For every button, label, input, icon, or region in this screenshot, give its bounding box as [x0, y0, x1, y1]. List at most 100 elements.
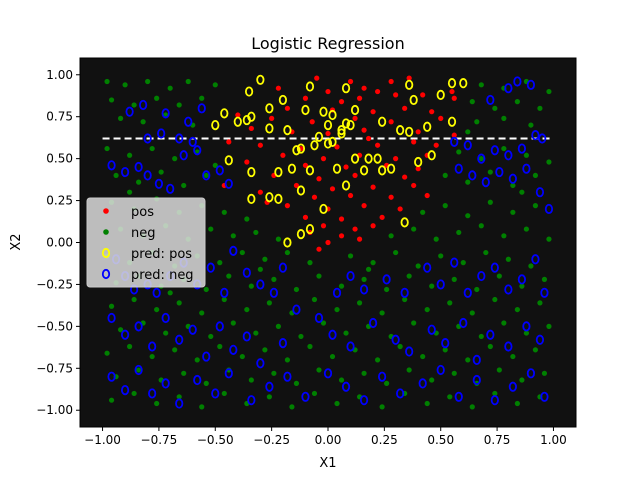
data-point: [495, 166, 504, 178]
legend: pos neg pred: pos pred: neg: [86, 197, 206, 288]
data-point: [167, 290, 173, 296]
data-point: [136, 179, 142, 185]
data-point: [523, 226, 530, 232]
data-point: [406, 273, 412, 279]
data-point: [429, 109, 435, 115]
data-point: [447, 300, 453, 306]
data-point: [316, 176, 322, 182]
data-point: [396, 125, 405, 136]
data-point: [278, 262, 288, 273]
data-point: [388, 194, 394, 200]
data-point: [540, 391, 549, 402]
data-point: [343, 164, 349, 170]
data-point: [274, 166, 283, 178]
data-point: [319, 106, 328, 117]
data-point: [247, 166, 256, 178]
data-point: [350, 153, 360, 164]
data-point: [199, 310, 205, 316]
data-point: [148, 388, 157, 399]
y-tick-label: 0.25: [46, 194, 73, 208]
data-point: [442, 172, 448, 179]
data-point: [242, 267, 251, 278]
data-point: [293, 286, 300, 293]
data-point: [519, 283, 525, 289]
data-point: [221, 209, 227, 215]
data-point: [257, 266, 263, 272]
data-point: [139, 99, 148, 111]
data-point: [442, 203, 448, 209]
data-point: [158, 169, 164, 175]
legend-entry: pred: neg: [101, 268, 194, 283]
data-point: [149, 353, 155, 360]
data-point: [522, 163, 531, 174]
y-tick-label: 0.00: [46, 236, 73, 250]
data-point: [359, 284, 369, 295]
data-point: [310, 140, 319, 151]
data-point: [397, 206, 403, 212]
data-point: [323, 368, 333, 379]
data-point: [370, 260, 376, 266]
data-point: [194, 357, 200, 363]
data-point: [329, 353, 336, 360]
data-point: [415, 129, 421, 135]
data-point: [528, 122, 534, 128]
data-point: [514, 306, 520, 313]
data-point: [382, 274, 391, 285]
data-point: [188, 324, 197, 335]
data-point: [298, 333, 304, 340]
data-point: [352, 115, 358, 121]
data-point: [346, 341, 355, 352]
data-point: [176, 300, 182, 306]
data-point: [193, 145, 202, 156]
y-tick-label: −0.75: [36, 361, 73, 375]
data-point: [368, 317, 378, 329]
x-tick-label: 0.25: [371, 433, 398, 447]
data-point: [293, 182, 300, 189]
legend-marker: [101, 247, 111, 259]
data-point: [107, 160, 116, 171]
data-point: [221, 390, 227, 397]
data-point: [175, 133, 184, 144]
data-point: [283, 237, 292, 248]
data-point: [481, 177, 490, 188]
data-point: [120, 166, 130, 178]
x-tick-label: −0.75: [141, 433, 178, 447]
data-point: [325, 130, 331, 137]
y-tick-label: −1.00: [36, 403, 73, 417]
data-point: [275, 323, 281, 329]
data-point: [504, 150, 513, 161]
data-point: [307, 343, 313, 350]
data-point: [224, 178, 233, 189]
data-point: [211, 119, 220, 131]
data-point: [154, 400, 160, 407]
data-point: [307, 260, 313, 266]
data-point: [420, 92, 426, 98]
data-point: [244, 306, 250, 313]
data-point: [346, 270, 355, 282]
data-point: [469, 404, 475, 410]
data-point: [496, 273, 502, 279]
data-point: [257, 142, 263, 148]
data-point: [447, 78, 457, 89]
data-point: [320, 223, 327, 229]
data-point: [197, 103, 206, 114]
data-point: [262, 256, 268, 262]
data-point: [411, 320, 417, 326]
data-point: [154, 95, 160, 101]
data-point: [302, 95, 309, 101]
data-point: [405, 126, 414, 137]
series-neg: [104, 78, 552, 410]
data-point: [537, 105, 543, 111]
data-point: [314, 131, 324, 142]
data-point: [337, 128, 346, 139]
data-point: [393, 156, 399, 162]
data-point: [487, 343, 493, 350]
data-point: [388, 78, 394, 85]
data-point: [136, 367, 142, 373]
data-point: [242, 331, 251, 342]
data-point: [477, 153, 486, 164]
data-point: [278, 338, 288, 349]
data-point: [370, 223, 376, 229]
data-point: [523, 330, 530, 336]
